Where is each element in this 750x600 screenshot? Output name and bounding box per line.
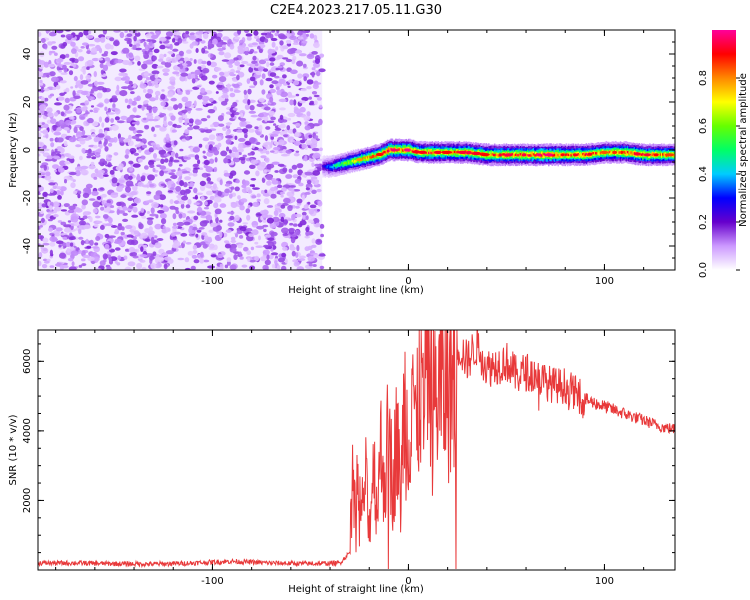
- spectrogram-y-tick-label: -20: [22, 190, 33, 206]
- snr-series-line: [38, 330, 675, 569]
- snr-x-tick-label: 0: [405, 576, 411, 587]
- snr-x-ticks: -100 0 100: [55, 330, 645, 587]
- spectrogram-x-tick-label: 0: [405, 276, 411, 287]
- spectrogram-y-tick-label: 40: [22, 48, 33, 61]
- spectrogram-x-ticks: -100 0 100: [55, 30, 645, 287]
- snr-panel: -100 0 100 2000 4000 6000 Height of straight…: [8, 329, 676, 595]
- noise-region: [38, 30, 326, 270]
- colorbar: 0.0 0.2 0.4 0.6 0.8 Normalized spectral ampl…: [698, 30, 749, 278]
- snr-y-tick-label: 6000: [22, 349, 33, 374]
- colorbar-gradient: [712, 30, 736, 270]
- ridge-region: [322, 138, 675, 178]
- spectrogram-y-tick-label: -40: [22, 238, 33, 254]
- colorbar-ticks: 0.0 0.2 0.4 0.6 0.8: [698, 70, 740, 278]
- snr-y-tick-label: 2000: [22, 488, 33, 513]
- snr-y-ticks: 2000 4000 6000: [22, 343, 675, 554]
- snr-x-tick-label: 100: [595, 576, 614, 587]
- snr-y-tick-label: 4000: [22, 418, 33, 443]
- colorbar-tick-label: 0.0: [698, 262, 709, 278]
- spectrogram-y-label: Frequency (Hz): [8, 112, 19, 188]
- snr-x-tick-label: -100: [201, 576, 224, 587]
- chart-title: C2E4.2023.217.05.11.G30: [270, 3, 442, 18]
- spectrogram-y-ticks: -40 -20 0 20 40: [22, 29, 675, 271]
- spectrogram-y-tick-label: 20: [22, 96, 33, 109]
- colorbar-tick-label: 0.2: [698, 214, 709, 230]
- spectrogram-x-tick-label: 100: [595, 276, 614, 287]
- colorbar-tick-label: 0.8: [698, 70, 709, 86]
- colorbar-tick-label: 0.4: [698, 166, 709, 182]
- spectrogram-panel: -100 0 100 -40 -20 0 20 40 Height of straight …: [8, 29, 676, 296]
- snr-y-label: SNR (10 * v/v): [8, 414, 19, 485]
- colorbar-label: Normalized spectral amplitude: [738, 73, 749, 227]
- spectrogram-y-tick-label: 0: [22, 147, 33, 153]
- snr-x-label: Height of straight line (km): [288, 584, 424, 595]
- colorbar-tick-label: 0.6: [698, 118, 709, 134]
- snr-frame: [37, 329, 676, 571]
- spectrogram-x-tick-label: -100: [201, 276, 224, 287]
- spectrogram-x-label: Height of straight line (km): [288, 285, 424, 296]
